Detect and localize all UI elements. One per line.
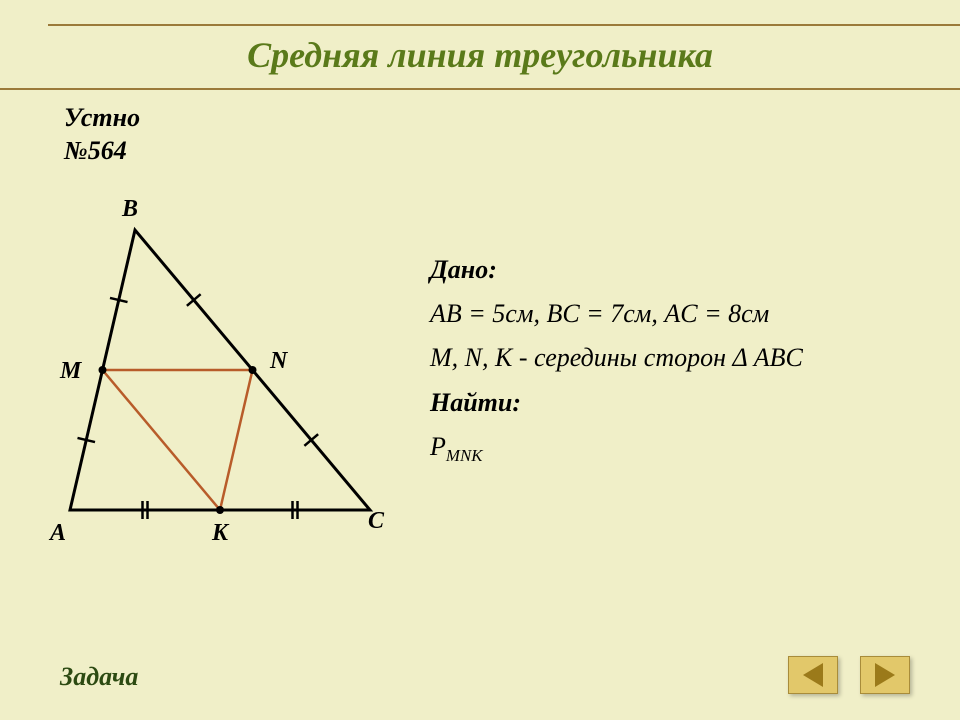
vertex-label-K: K [212,520,228,547]
prev-button[interactable] [788,656,838,694]
given-sides: AB = 5см, BC = 7см, AC = 8см [430,292,950,336]
find-heading: Найти: [430,381,950,425]
rule-mid [0,88,960,90]
given-midpoints: M, N, K - середины сторон Δ ABC [430,336,950,380]
find-value: PMNK [430,425,950,471]
given-heading: Дано: [430,248,950,292]
nav-buttons [788,656,910,694]
subtitle: Устно №564 [64,102,140,167]
subtitle-line1: Устно [64,103,140,132]
vertex-label-M: M [60,358,81,385]
find-symbol: P [430,432,446,461]
triangle-diagram: ABCMNK [30,200,430,580]
find-sub: MNK [446,446,483,465]
vertex-label-A: A [50,520,66,547]
vertex-label-N: N [270,348,287,375]
vertex-label-C: C [368,508,384,535]
rule-top [48,24,960,26]
arrow-right-icon [875,663,895,687]
subtitle-line2: №564 [64,136,127,165]
vertex-label-B: B [122,196,138,223]
next-button[interactable] [860,656,910,694]
page-title: Средняя линия треугольника [0,34,960,76]
arrow-left-icon [803,663,823,687]
problem-label: Задача [60,662,138,692]
problem-text: Дано: AB = 5см, BC = 7см, AC = 8см M, N,… [430,248,950,471]
